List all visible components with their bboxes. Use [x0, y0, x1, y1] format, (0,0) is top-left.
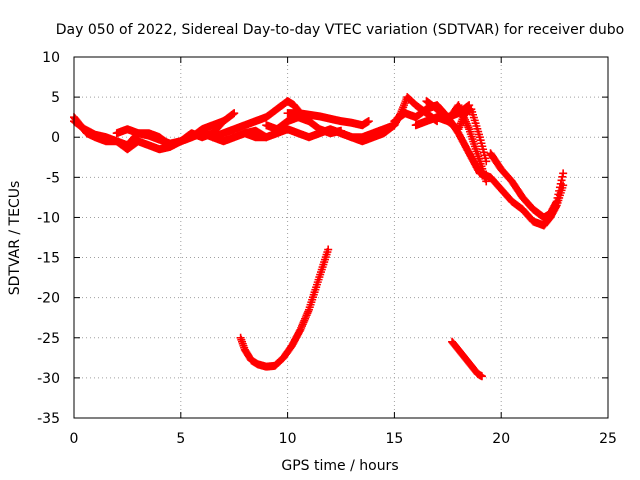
data-points: [283, 109, 373, 130]
y-tick-label: -10: [37, 210, 60, 226]
data-points: [236, 245, 333, 371]
y-tick-label: 10: [42, 50, 60, 66]
chart-title: Day 050 of 2022, Sidereal Day-to-day VTE…: [56, 22, 624, 38]
series-t13: [486, 149, 568, 222]
data-points: [486, 149, 568, 222]
x-tick-label: 20: [492, 431, 510, 447]
series-t3: [112, 117, 228, 150]
data-points: [448, 337, 486, 381]
y-tick-label: 0: [51, 130, 60, 146]
y-tick-label: -35: [37, 411, 60, 427]
data-points: [443, 113, 568, 230]
grid: [74, 57, 608, 418]
series-t5: [283, 109, 373, 130]
series-t12: [443, 113, 568, 230]
plot-frame: [73, 56, 609, 419]
tick-marks: [73, 56, 609, 419]
x-tick-label: 5: [176, 431, 185, 447]
x-tick-label: 0: [70, 431, 79, 447]
y-tick-label: -20: [37, 291, 60, 307]
y-tick-label: -5: [46, 170, 60, 186]
x-tick-label: 25: [599, 431, 617, 447]
series-t14: [236, 245, 333, 371]
y-axis-label: SDTVAR / TECUs: [7, 181, 23, 296]
data-points: [112, 117, 228, 150]
y-tick-label: -15: [37, 251, 60, 267]
y-tick-label: 5: [51, 90, 60, 106]
x-axis-label: GPS time / hours: [281, 458, 398, 474]
x-tick-label: 10: [279, 431, 297, 447]
y-tick-label: -25: [37, 331, 60, 347]
series-t15: [448, 337, 486, 381]
y-tick-label: -30: [37, 371, 60, 387]
x-tick-label: 15: [385, 431, 403, 447]
tick-labels: 0 5 10 15 20 25 -35 -30 -25 -20 -15 -10 -5 0 5 10: [37, 50, 617, 447]
